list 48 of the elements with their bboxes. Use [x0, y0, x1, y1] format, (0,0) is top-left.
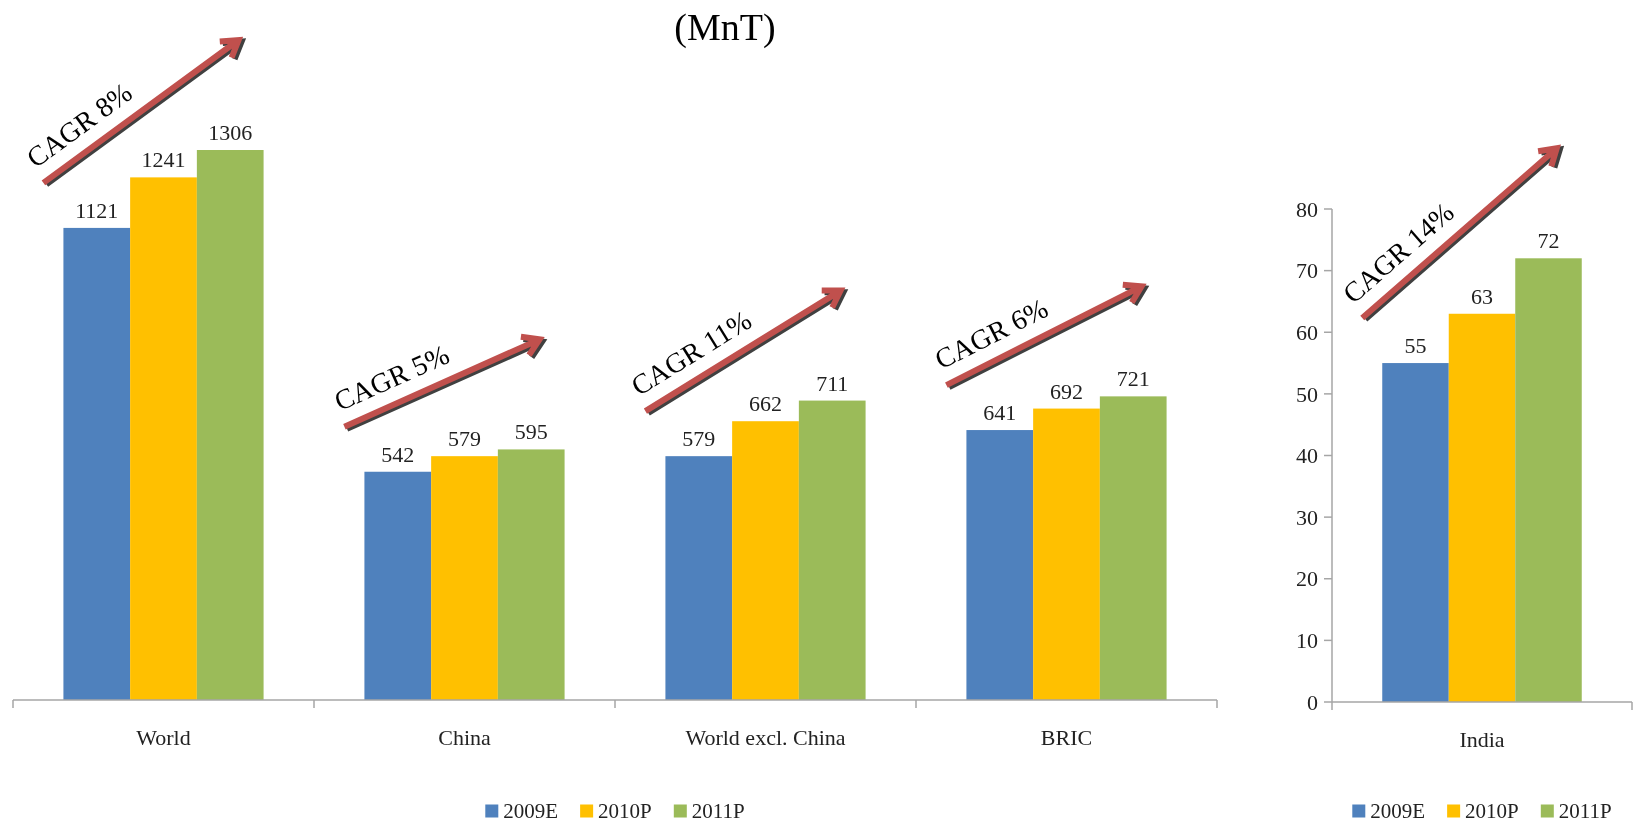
bar — [364, 471, 432, 700]
legend-label: 2011P — [691, 799, 745, 824]
legend-label: 2009E — [1370, 799, 1426, 824]
bar — [431, 456, 498, 700]
data-label: 711 — [816, 370, 849, 396]
data-label: 692 — [1050, 378, 1083, 404]
x-tick-label: BRIC — [1040, 725, 1093, 750]
data-label: 542 — [381, 441, 415, 467]
legend-label: 2010P — [598, 799, 652, 824]
y-tick-label: 40 — [1296, 443, 1318, 469]
bar — [1033, 408, 1100, 700]
legend-label: 2011P — [1558, 799, 1612, 824]
y-tick-label: 70 — [1296, 258, 1318, 284]
bar — [63, 227, 131, 700]
y-tick-label: 20 — [1296, 566, 1318, 592]
legend-label: 2010P — [1465, 799, 1519, 824]
y-tick-label: 50 — [1296, 381, 1318, 407]
data-label: 641 — [983, 400, 1017, 426]
y-tick-label: 80 — [1296, 196, 1318, 222]
bar — [497, 449, 565, 700]
y-tick-label: 0 — [1307, 689, 1318, 715]
y-tick-label: 60 — [1296, 319, 1318, 345]
data-label: 72 — [1537, 228, 1560, 254]
annotation: CAGR 6% — [929, 292, 1053, 376]
bar — [665, 456, 733, 700]
data-label: 1241 — [141, 147, 186, 173]
data-label: 721 — [1116, 366, 1150, 392]
legend-label: 2009E — [503, 799, 559, 824]
y-tick-label: 30 — [1296, 504, 1318, 530]
data-label: 63 — [1471, 283, 1493, 309]
bar — [1099, 396, 1167, 700]
data-label: 1121 — [75, 197, 119, 223]
y-tick-label: 10 — [1296, 628, 1318, 654]
bar — [732, 421, 799, 700]
data-label: 579 — [682, 426, 716, 452]
bar — [1382, 363, 1449, 702]
chart-title: (MnT) — [674, 6, 776, 49]
x-tick-label: World — [136, 725, 191, 750]
data-label: 1306 — [208, 120, 253, 145]
x-tick-label: India — [1459, 727, 1505, 752]
x-tick-label: China — [438, 725, 491, 750]
data-label: 579 — [448, 426, 481, 452]
annotation: CAGR 5% — [329, 338, 454, 417]
bar — [966, 430, 1034, 700]
data-label: 595 — [514, 419, 548, 445]
data-label: 662 — [749, 391, 782, 417]
x-tick-label: World excl. China — [685, 725, 846, 750]
data-label: 55 — [1404, 333, 1427, 359]
